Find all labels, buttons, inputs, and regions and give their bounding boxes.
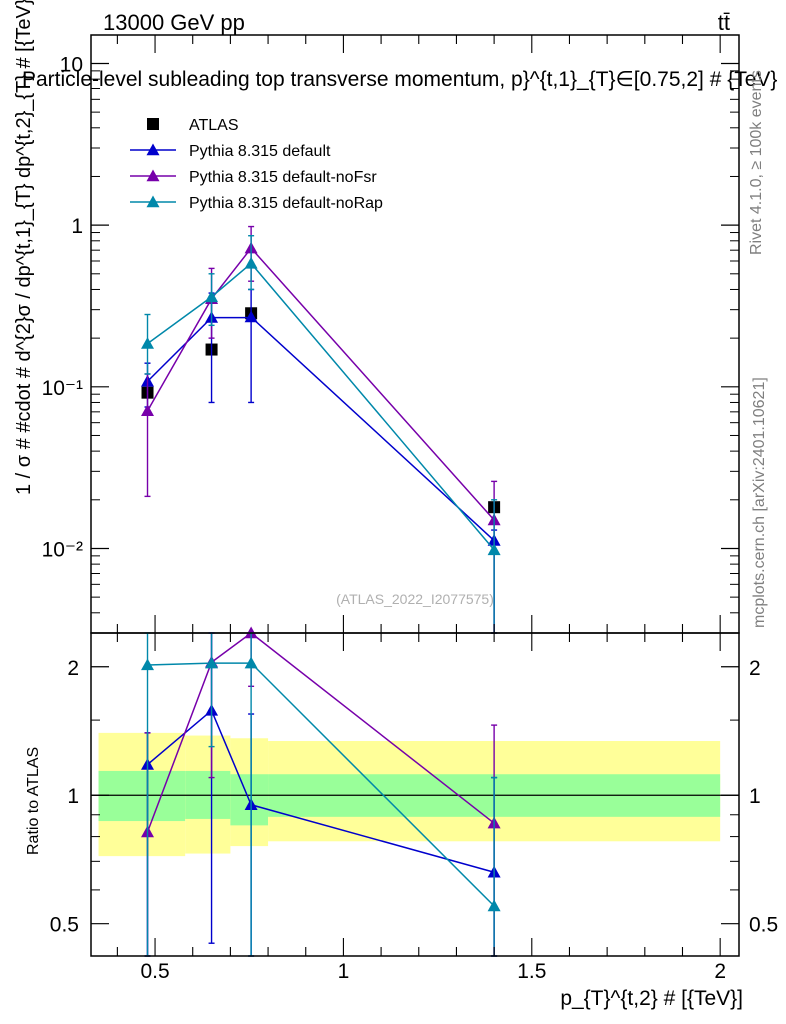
x-tick-label: 1	[338, 960, 350, 983]
legend-marker-default	[146, 143, 160, 156]
main-panel: 10 1 10⁻¹ 10⁻²	[42, 34, 740, 634]
default-ratio-line	[147, 709, 495, 873]
x-tick-label: 2	[714, 960, 726, 983]
ratio-frame	[90, 632, 740, 957]
noRap-line	[147, 262, 495, 551]
x-axis-title: p_{T}^{t,2} # [{TeV}]	[560, 987, 743, 1010]
noFsr-line	[146, 247, 495, 521]
ratio-y-axis-title: Ratio to ATLAS	[25, 747, 42, 855]
legend-marker-noFsr	[146, 169, 160, 182]
plot-title: Particle-level subleading top transverse…	[22, 68, 777, 91]
legend: ATLAS Pythia 8.315 default Pythia 8.315 de…	[130, 117, 383, 212]
noFsr-marker	[141, 404, 155, 417]
energy-label: 13000 GeV pp	[103, 10, 245, 35]
noRap-marker	[141, 337, 155, 349]
uncertainty-band-inner	[98, 770, 186, 822]
default-line	[146, 315, 495, 542]
y-tick-label: 10⁻²	[42, 538, 83, 561]
y-axis-title: 1 / σ # #cdot # d^{2}σ / dp^{t,1}_{T} dp…	[13, 0, 35, 495]
ratio-panel: 0.5 0.5 1 1 2 2 0.5 1 1.5 2	[50, 626, 778, 983]
noRap-ratio-marker	[244, 656, 258, 669]
noRap-marker	[487, 543, 501, 556]
noRap-ratio-marker	[205, 656, 219, 669]
legend-marker-noRap	[146, 195, 160, 208]
noRap-ratio-marker	[487, 899, 501, 912]
process-label: tt̄	[718, 10, 730, 35]
legend-marker-atlas	[147, 118, 159, 130]
noRap-ratio-line	[147, 662, 495, 907]
rivet-label: Rivet 4.1.0, ≥ 100k events	[748, 70, 765, 255]
noRap-marker	[205, 290, 219, 303]
noRap-marker	[244, 256, 258, 269]
legend-label-noFsr: Pythia 8.315 default-noFsr	[189, 169, 377, 186]
ratio-y-tick-label-right: 0.5	[749, 914, 778, 937]
legend-label-atlas: ATLAS	[189, 117, 239, 134]
ratio-y-tick-label: 1	[67, 785, 79, 808]
ratio-y-tick-label-right: 1	[749, 785, 761, 808]
analysis-watermark: (ATLAS_2022_I2077575)	[336, 591, 494, 607]
legend-label-default: Pythia 8.315 default	[189, 143, 331, 160]
ratio-y-tick-label: 0.5	[50, 914, 79, 937]
y-tick-label: 1	[71, 215, 83, 238]
ratio-y-tick-label: 2	[67, 657, 79, 680]
default-marker	[244, 310, 258, 323]
x-tick-label: 0.5	[140, 960, 169, 983]
noFsr-ratio-line	[146, 632, 495, 833]
ratio-y-tick-label-right: 2	[749, 657, 761, 680]
legend-label-noRap: Pythia 8.315 default-noRap	[189, 195, 383, 212]
noRap-ratio-marker	[141, 658, 155, 671]
y-tick-label: 10	[60, 53, 83, 76]
y-tick-label: 10⁻¹	[42, 377, 83, 400]
mcplots-label: mcplots.cern.ch [arXiv:2401.10621]	[751, 377, 768, 628]
x-tick-label: 1.5	[517, 960, 546, 983]
